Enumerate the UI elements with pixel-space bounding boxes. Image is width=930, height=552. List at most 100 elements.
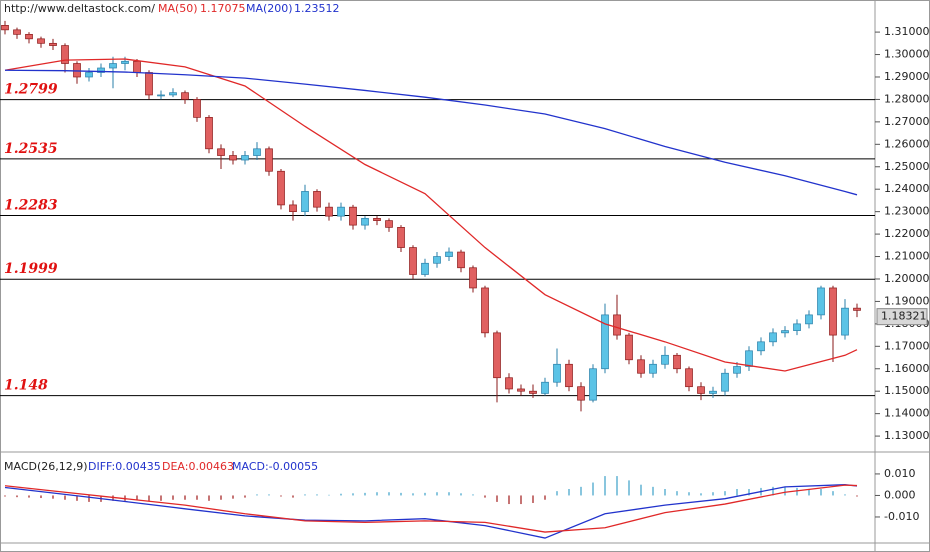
candle-body bbox=[433, 256, 441, 264]
legend-ma200-value: 1.23512 bbox=[294, 2, 340, 15]
candle-body bbox=[361, 218, 369, 226]
candle-body bbox=[817, 287, 825, 316]
y-tick-label: 1.25000 bbox=[884, 160, 930, 173]
last-price-label: 1.18321 bbox=[881, 310, 927, 323]
candle-body bbox=[577, 386, 585, 401]
candle-body bbox=[37, 38, 45, 44]
candle-body bbox=[109, 63, 117, 69]
legend-ma50: MA(50) bbox=[158, 2, 198, 15]
candle-body bbox=[541, 381, 549, 394]
candle-body bbox=[13, 29, 21, 35]
level-label: 1.2283 bbox=[4, 197, 58, 213]
candle-body bbox=[421, 262, 429, 275]
y-tick-label: 0.010 bbox=[884, 467, 916, 480]
candle-body bbox=[709, 390, 717, 394]
candle-body bbox=[397, 227, 405, 248]
candle-body bbox=[229, 155, 237, 161]
candle-body bbox=[613, 314, 621, 336]
candle-body bbox=[757, 341, 765, 352]
level-label: 1.148 bbox=[4, 378, 48, 394]
candle-body bbox=[121, 60, 129, 64]
candle-body bbox=[349, 206, 357, 226]
candle-body bbox=[721, 372, 729, 392]
candle-body bbox=[637, 359, 645, 374]
y-tick-label: 1.19000 bbox=[884, 294, 930, 307]
candle-body bbox=[745, 350, 753, 367]
candle-body bbox=[673, 354, 681, 370]
candle-body bbox=[181, 92, 189, 100]
candle-body bbox=[529, 390, 537, 394]
candle-body bbox=[469, 267, 477, 289]
candle-body bbox=[409, 247, 417, 275]
y-tick-label: 1.14000 bbox=[884, 407, 930, 420]
y-tick-label: 1.26000 bbox=[884, 137, 930, 150]
candle-body bbox=[289, 204, 297, 212]
y-tick-label: 1.27000 bbox=[884, 115, 930, 128]
candle-body bbox=[649, 363, 657, 374]
candle-body bbox=[277, 170, 285, 206]
level-label: 1.2535 bbox=[4, 141, 58, 157]
candle-body bbox=[241, 155, 249, 161]
candle-body bbox=[301, 191, 309, 212]
candle-body bbox=[325, 206, 333, 217]
y-tick-label: 1.13000 bbox=[884, 429, 930, 442]
y-tick-label: 1.15000 bbox=[884, 384, 930, 397]
legend-ma200: MA(200) bbox=[246, 2, 293, 15]
candle-body bbox=[169, 92, 177, 96]
y-tick-label: 1.31000 bbox=[884, 25, 930, 38]
y-tick-label: 1.20000 bbox=[884, 272, 930, 285]
candle-body bbox=[85, 72, 93, 78]
candle-body bbox=[1, 25, 9, 31]
candle-body bbox=[805, 314, 813, 325]
candle-body bbox=[457, 251, 465, 269]
candle-body bbox=[373, 218, 381, 221]
candle-body bbox=[445, 251, 453, 257]
candle-body bbox=[517, 388, 525, 392]
candle-body bbox=[265, 148, 273, 172]
candle-body bbox=[385, 220, 393, 228]
y-tick-label: 1.30000 bbox=[884, 48, 930, 61]
candle-body bbox=[193, 99, 201, 118]
candle-body bbox=[697, 386, 705, 394]
y-tick-label: 1.28000 bbox=[884, 92, 930, 105]
level-label: 1.1999 bbox=[4, 261, 58, 277]
candle-body bbox=[481, 287, 489, 334]
y-tick-label: 1.29000 bbox=[884, 70, 930, 83]
candle-body bbox=[133, 60, 141, 73]
line-series bbox=[4, 484, 858, 533]
candle-body bbox=[781, 330, 789, 334]
candle-body bbox=[493, 332, 501, 379]
line-series bbox=[4, 69, 858, 196]
candle-body bbox=[685, 368, 693, 388]
candle-body bbox=[157, 94, 165, 97]
macd-readout: MACD:-0.00055 bbox=[232, 460, 318, 473]
candle-body bbox=[253, 148, 261, 156]
candle-body bbox=[553, 363, 561, 383]
line-series bbox=[4, 58, 858, 372]
candle-body bbox=[793, 323, 801, 331]
candle-body bbox=[601, 314, 609, 370]
candle-body bbox=[769, 332, 777, 343]
candle-body bbox=[853, 307, 861, 311]
candle-body bbox=[589, 368, 597, 401]
y-tick-label: 1.17000 bbox=[884, 339, 930, 352]
candle-body bbox=[565, 363, 573, 388]
candle-body bbox=[145, 72, 153, 96]
candle-body bbox=[841, 307, 849, 336]
macd-readout: DIFF:0.00435 bbox=[88, 460, 161, 473]
candle-body bbox=[73, 63, 81, 78]
candle-body bbox=[661, 354, 669, 365]
macd-readout: DEA:0.00463 bbox=[162, 460, 234, 473]
y-tick-label: 1.23000 bbox=[884, 205, 930, 218]
candle-body bbox=[61, 45, 69, 64]
candle-body bbox=[829, 287, 837, 336]
candle-body bbox=[733, 366, 741, 374]
source-url: http://www.deltastock.com/ bbox=[4, 2, 155, 15]
level-label: 1.2799 bbox=[4, 82, 58, 98]
candle-body bbox=[625, 334, 633, 361]
last-price-box bbox=[876, 308, 928, 326]
candle-body bbox=[97, 67, 105, 73]
macd-title: MACD(26,12,9) bbox=[4, 460, 88, 473]
